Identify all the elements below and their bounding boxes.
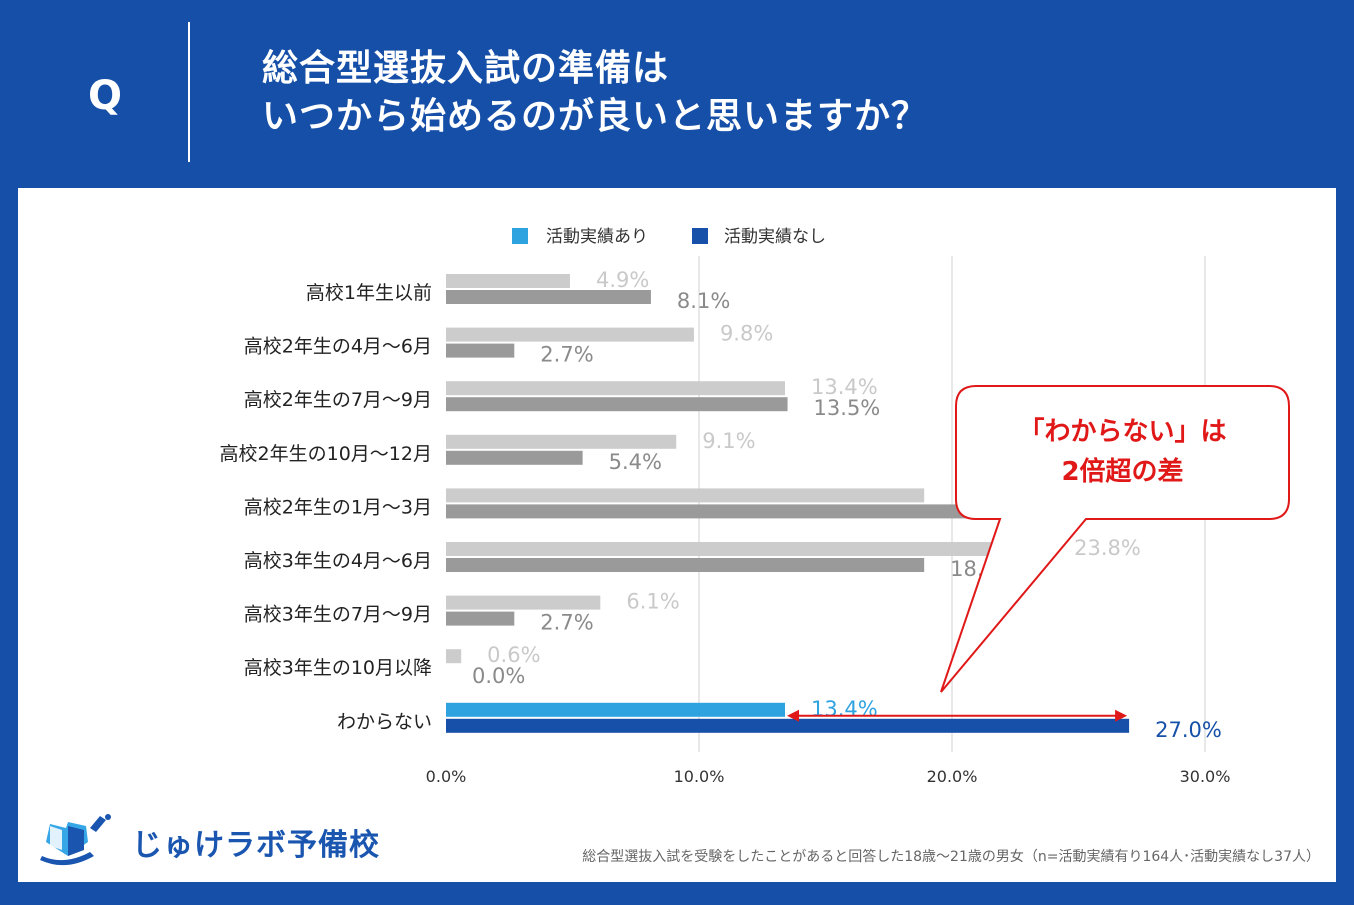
value-label-series-1: 6.1% <box>626 590 679 614</box>
bar-series-1 <box>446 702 786 717</box>
value-label-series-2: 8.1% <box>677 289 730 313</box>
bar-series-2 <box>446 343 515 358</box>
category-label: 高校2年生の1月〜3月 <box>244 496 432 518</box>
callout-line-2: 2倍超の差 <box>1061 457 1184 487</box>
value-label-series-1: 9.1% <box>702 429 755 453</box>
open-book-icon <box>40 814 111 866</box>
brand-name: じゅけラボ予備校 <box>132 828 380 863</box>
value-label-series-2: 13.5% <box>814 396 881 420</box>
question-mark: Q <box>87 73 122 119</box>
category-label: 高校1年生以前 <box>306 282 432 304</box>
bar-series-1 <box>446 327 694 342</box>
bar-series-1 <box>446 542 1049 556</box>
x-tick-label: 20.0% <box>927 767 978 786</box>
legend-label-1: 活動実績あり <box>546 227 648 247</box>
bar-series-2 <box>446 397 788 412</box>
bar-series-2 <box>446 450 583 465</box>
value-label-series-2: 0.0% <box>472 664 525 688</box>
callout-text: 「わからない」は 2倍超の差 <box>960 412 1285 492</box>
callout-line-1: 「わからない」は <box>1018 417 1227 447</box>
value-label-series-1: 4.9% <box>596 268 649 292</box>
bar-series-1 <box>446 595 601 610</box>
value-label-series-2: 27.0% <box>1155 718 1222 742</box>
value-label-series-1: 0.6% <box>487 643 540 667</box>
category-label: わからない <box>337 711 432 733</box>
value-label-series-2: 5.4% <box>609 450 662 474</box>
difference-arrow-head-right <box>1115 709 1128 722</box>
header-divider <box>188 22 190 162</box>
bar-series-2 <box>446 290 651 304</box>
question-header: Q 総合型選抜入試の準備は いつから始めるのが良いと思いますか？ <box>0 0 1354 188</box>
category-label: 高校3年生の10月以降 <box>244 657 432 679</box>
x-tick-label: 10.0% <box>674 767 725 786</box>
difference-arrow-head-left <box>787 709 800 722</box>
category-label: 高校2年生の4月〜6月 <box>244 336 432 358</box>
bar-series-1 <box>446 434 677 449</box>
value-label-series-1: 13.4% <box>811 697 878 721</box>
legend-swatch-1 <box>512 228 528 244</box>
category-label: 高校2年生の7月〜9月 <box>244 389 432 411</box>
category-label: 高校3年生の7月〜9月 <box>244 604 432 626</box>
value-label-series-1: 9.8% <box>720 322 773 346</box>
x-tick-label: 0.0% <box>426 767 467 786</box>
value-label-series-1: 13.4% <box>811 375 878 399</box>
legend-label-2: 活動実績なし <box>724 227 826 247</box>
category-label: 高校3年生の4月〜6月 <box>244 550 432 572</box>
bar-series-1 <box>446 274 570 288</box>
bar-series-2 <box>446 504 993 519</box>
survey-footnote: 総合型選抜入試を受験をしたことがあると回答した18歳〜21歳の男女（n=活動実績… <box>582 849 1320 865</box>
callout-bubble <box>940 385 1290 693</box>
value-label-series-1: 23.8% <box>1074 536 1141 560</box>
bar-series-1 <box>446 649 462 664</box>
brand-logo: じゅけラボ予備校 <box>40 812 379 872</box>
bar-series-1 <box>446 488 925 503</box>
chart-panel <box>18 188 1336 882</box>
question-line-2: いつから始めるのが良いと思いますか？ <box>262 96 929 137</box>
category-label: 高校2年生の10月〜12月 <box>220 443 432 465</box>
x-tick-label: 30.0% <box>1180 767 1231 786</box>
bar-series-2 <box>446 718 1130 733</box>
bar-series-2 <box>446 611 515 626</box>
value-label-series-2: 2.7% <box>540 343 593 367</box>
value-label-series-2: 2.7% <box>540 611 593 635</box>
legend-swatch-2 <box>692 228 708 244</box>
question-line-1: 総合型選抜入試の準備は <box>262 48 670 89</box>
bar-series-1 <box>446 381 786 396</box>
bar-series-2 <box>446 558 925 572</box>
